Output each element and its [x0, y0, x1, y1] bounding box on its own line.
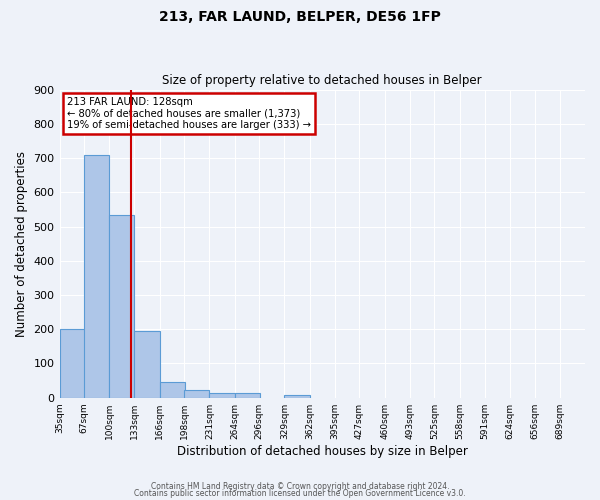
Bar: [59, 329, 85, 398]
Y-axis label: Number of detached properties: Number of detached properties: [15, 150, 28, 336]
Bar: [235, 393, 260, 398]
Bar: [184, 390, 209, 398]
Text: Contains public sector information licensed under the Open Government Licence v3: Contains public sector information licen…: [134, 488, 466, 498]
Text: 213, FAR LAUND, BELPER, DE56 1FP: 213, FAR LAUND, BELPER, DE56 1FP: [159, 10, 441, 24]
Bar: [109, 214, 134, 398]
Bar: [134, 331, 160, 398]
Text: Contains HM Land Registry data © Crown copyright and database right 2024.: Contains HM Land Registry data © Crown c…: [151, 482, 449, 491]
Bar: [284, 395, 310, 398]
Bar: [160, 382, 185, 398]
Bar: [84, 154, 109, 398]
X-axis label: Distribution of detached houses by size in Belper: Distribution of detached houses by size …: [177, 444, 468, 458]
Title: Size of property relative to detached houses in Belper: Size of property relative to detached ho…: [163, 74, 482, 87]
Bar: [209, 392, 235, 398]
Text: 213 FAR LAUND: 128sqm
← 80% of detached houses are smaller (1,373)
19% of semi-d: 213 FAR LAUND: 128sqm ← 80% of detached …: [67, 98, 311, 130]
